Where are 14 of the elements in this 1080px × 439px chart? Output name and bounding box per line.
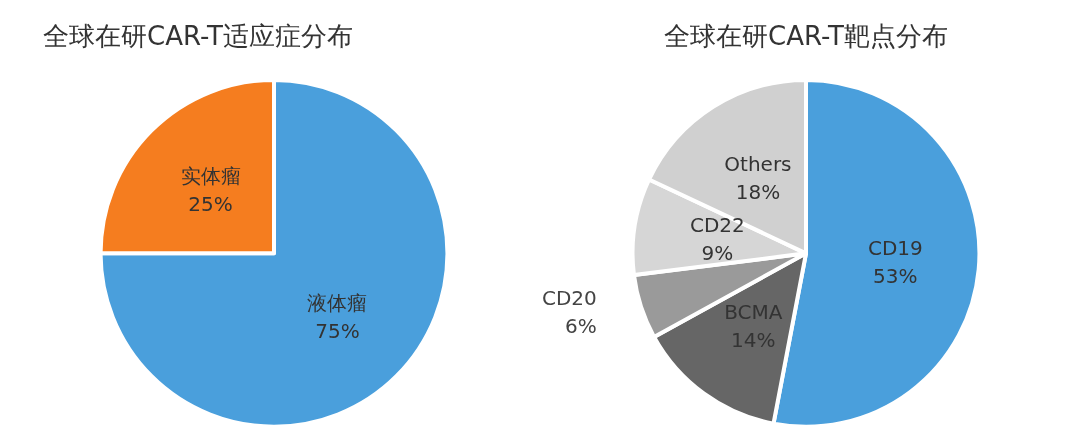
data-label: 25% bbox=[188, 191, 233, 216]
data-label: 53% bbox=[873, 263, 918, 288]
data-label: 9% bbox=[701, 241, 734, 266]
slice-label: Others bbox=[724, 151, 792, 176]
data-label: 6% bbox=[565, 313, 597, 338]
data-label: 18% bbox=[735, 179, 781, 204]
slice-label: 实体瘤 bbox=[180, 163, 241, 188]
chart-title: 全球在研CAR-T靶点分布 bbox=[664, 21, 948, 51]
slice-label: CD19 bbox=[867, 235, 923, 260]
slice-label: CD22 bbox=[689, 213, 745, 238]
slice-label: CD20 bbox=[541, 285, 597, 310]
chart-title: 全球在研CAR-T适应症分布 bbox=[43, 21, 353, 51]
slice-label: 液体瘤 bbox=[307, 290, 368, 315]
data-label: 75% bbox=[315, 318, 360, 343]
